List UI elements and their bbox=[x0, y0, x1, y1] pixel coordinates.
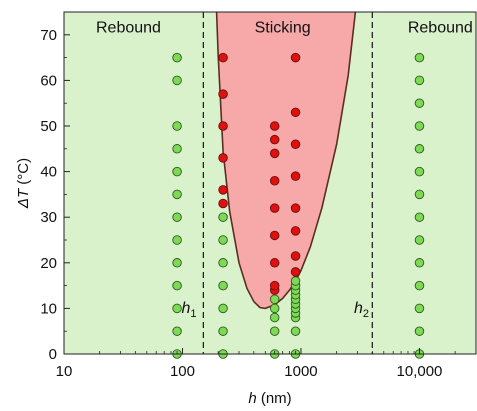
sticking-point bbox=[218, 198, 228, 209]
sticking-point bbox=[290, 226, 301, 236]
critical-label-h2: h2 bbox=[354, 300, 369, 320]
sticking-point bbox=[218, 89, 228, 99]
rebound-point bbox=[414, 212, 425, 222]
rebound-point bbox=[218, 258, 228, 268]
sticking-point bbox=[269, 175, 280, 186]
sticking-point bbox=[269, 230, 280, 241]
region-label-rebound: Rebound bbox=[96, 20, 161, 37]
sticking-point bbox=[218, 52, 228, 63]
sticking-region bbox=[216, 12, 356, 309]
sticking-point bbox=[269, 134, 280, 145]
rebound-point bbox=[290, 276, 301, 286]
sticking-point bbox=[290, 52, 301, 63]
sticking-point bbox=[290, 203, 301, 213]
rebound-point bbox=[269, 303, 280, 314]
rebound-point bbox=[269, 326, 280, 336]
rebound-point bbox=[414, 280, 425, 291]
x-tick-label: 100 bbox=[170, 363, 195, 380]
y-axis-label: ΔT (°C) bbox=[15, 158, 32, 209]
sticking-point bbox=[269, 280, 280, 291]
rebound-point bbox=[269, 294, 280, 305]
x-tick-label: 10,000 bbox=[397, 363, 443, 380]
rebound-point bbox=[172, 144, 182, 154]
rebound-point bbox=[218, 280, 228, 291]
sticking-point bbox=[269, 258, 280, 268]
rebound-point bbox=[218, 235, 228, 245]
x-tick-label: 10 bbox=[56, 363, 73, 380]
sticking-point bbox=[290, 171, 301, 181]
rebound-point bbox=[414, 326, 425, 336]
rebound-point bbox=[414, 189, 425, 200]
rebound-point bbox=[414, 166, 425, 177]
sticking-point bbox=[290, 267, 301, 277]
rebound-point bbox=[172, 121, 182, 131]
y-tick-label: 0 bbox=[49, 346, 57, 363]
rebound-point bbox=[172, 189, 182, 200]
sticking-point bbox=[218, 121, 228, 131]
rebound-point bbox=[414, 258, 425, 268]
rebound-point bbox=[218, 303, 228, 314]
sticking-point bbox=[218, 185, 228, 195]
rebound-point bbox=[414, 235, 425, 245]
rebound-point bbox=[414, 98, 425, 108]
x-axis-label: h (nm) bbox=[248, 390, 291, 407]
y-tick-label: 50 bbox=[40, 118, 57, 135]
rebound-point bbox=[172, 326, 182, 336]
rebound-point bbox=[290, 326, 301, 336]
rebound-point bbox=[172, 212, 182, 222]
region-label-rebound: Rebound bbox=[408, 20, 473, 37]
rebound-point bbox=[218, 326, 228, 336]
y-tick-label: 40 bbox=[40, 164, 57, 181]
y-tick-label: 10 bbox=[40, 300, 57, 317]
rebound-point bbox=[172, 166, 182, 177]
sticking-point bbox=[290, 107, 301, 118]
y-tick-label: 70 bbox=[40, 27, 57, 44]
rebound-point bbox=[218, 212, 228, 222]
rebound-point bbox=[172, 52, 182, 63]
rebound-point bbox=[414, 75, 425, 86]
region-label-sticking: Sticking bbox=[255, 20, 311, 37]
sticking-point bbox=[290, 251, 301, 261]
rebound-point bbox=[414, 144, 425, 154]
sticking-point bbox=[269, 203, 280, 213]
rebound-point bbox=[414, 121, 425, 131]
rebound-point bbox=[172, 258, 182, 268]
rebound-point bbox=[172, 235, 182, 245]
sticking-point bbox=[290, 139, 301, 149]
x-tick-label: 1000 bbox=[284, 363, 317, 380]
rebound-point bbox=[172, 303, 182, 314]
y-tick-label: 30 bbox=[40, 209, 57, 226]
sticking-point bbox=[218, 153, 228, 163]
y-tick-label: 20 bbox=[40, 255, 57, 272]
y-tick-label: 60 bbox=[40, 72, 57, 89]
critical-label-h1: h1 bbox=[181, 300, 196, 320]
sticking-point bbox=[269, 121, 280, 131]
rebound-point bbox=[172, 280, 182, 291]
rebound-point bbox=[172, 75, 182, 86]
rebound-point bbox=[414, 303, 425, 314]
plot-frame bbox=[63, 11, 477, 355]
rebound-point bbox=[414, 52, 425, 63]
rebound-point bbox=[269, 312, 280, 323]
sticking-point bbox=[269, 148, 280, 159]
